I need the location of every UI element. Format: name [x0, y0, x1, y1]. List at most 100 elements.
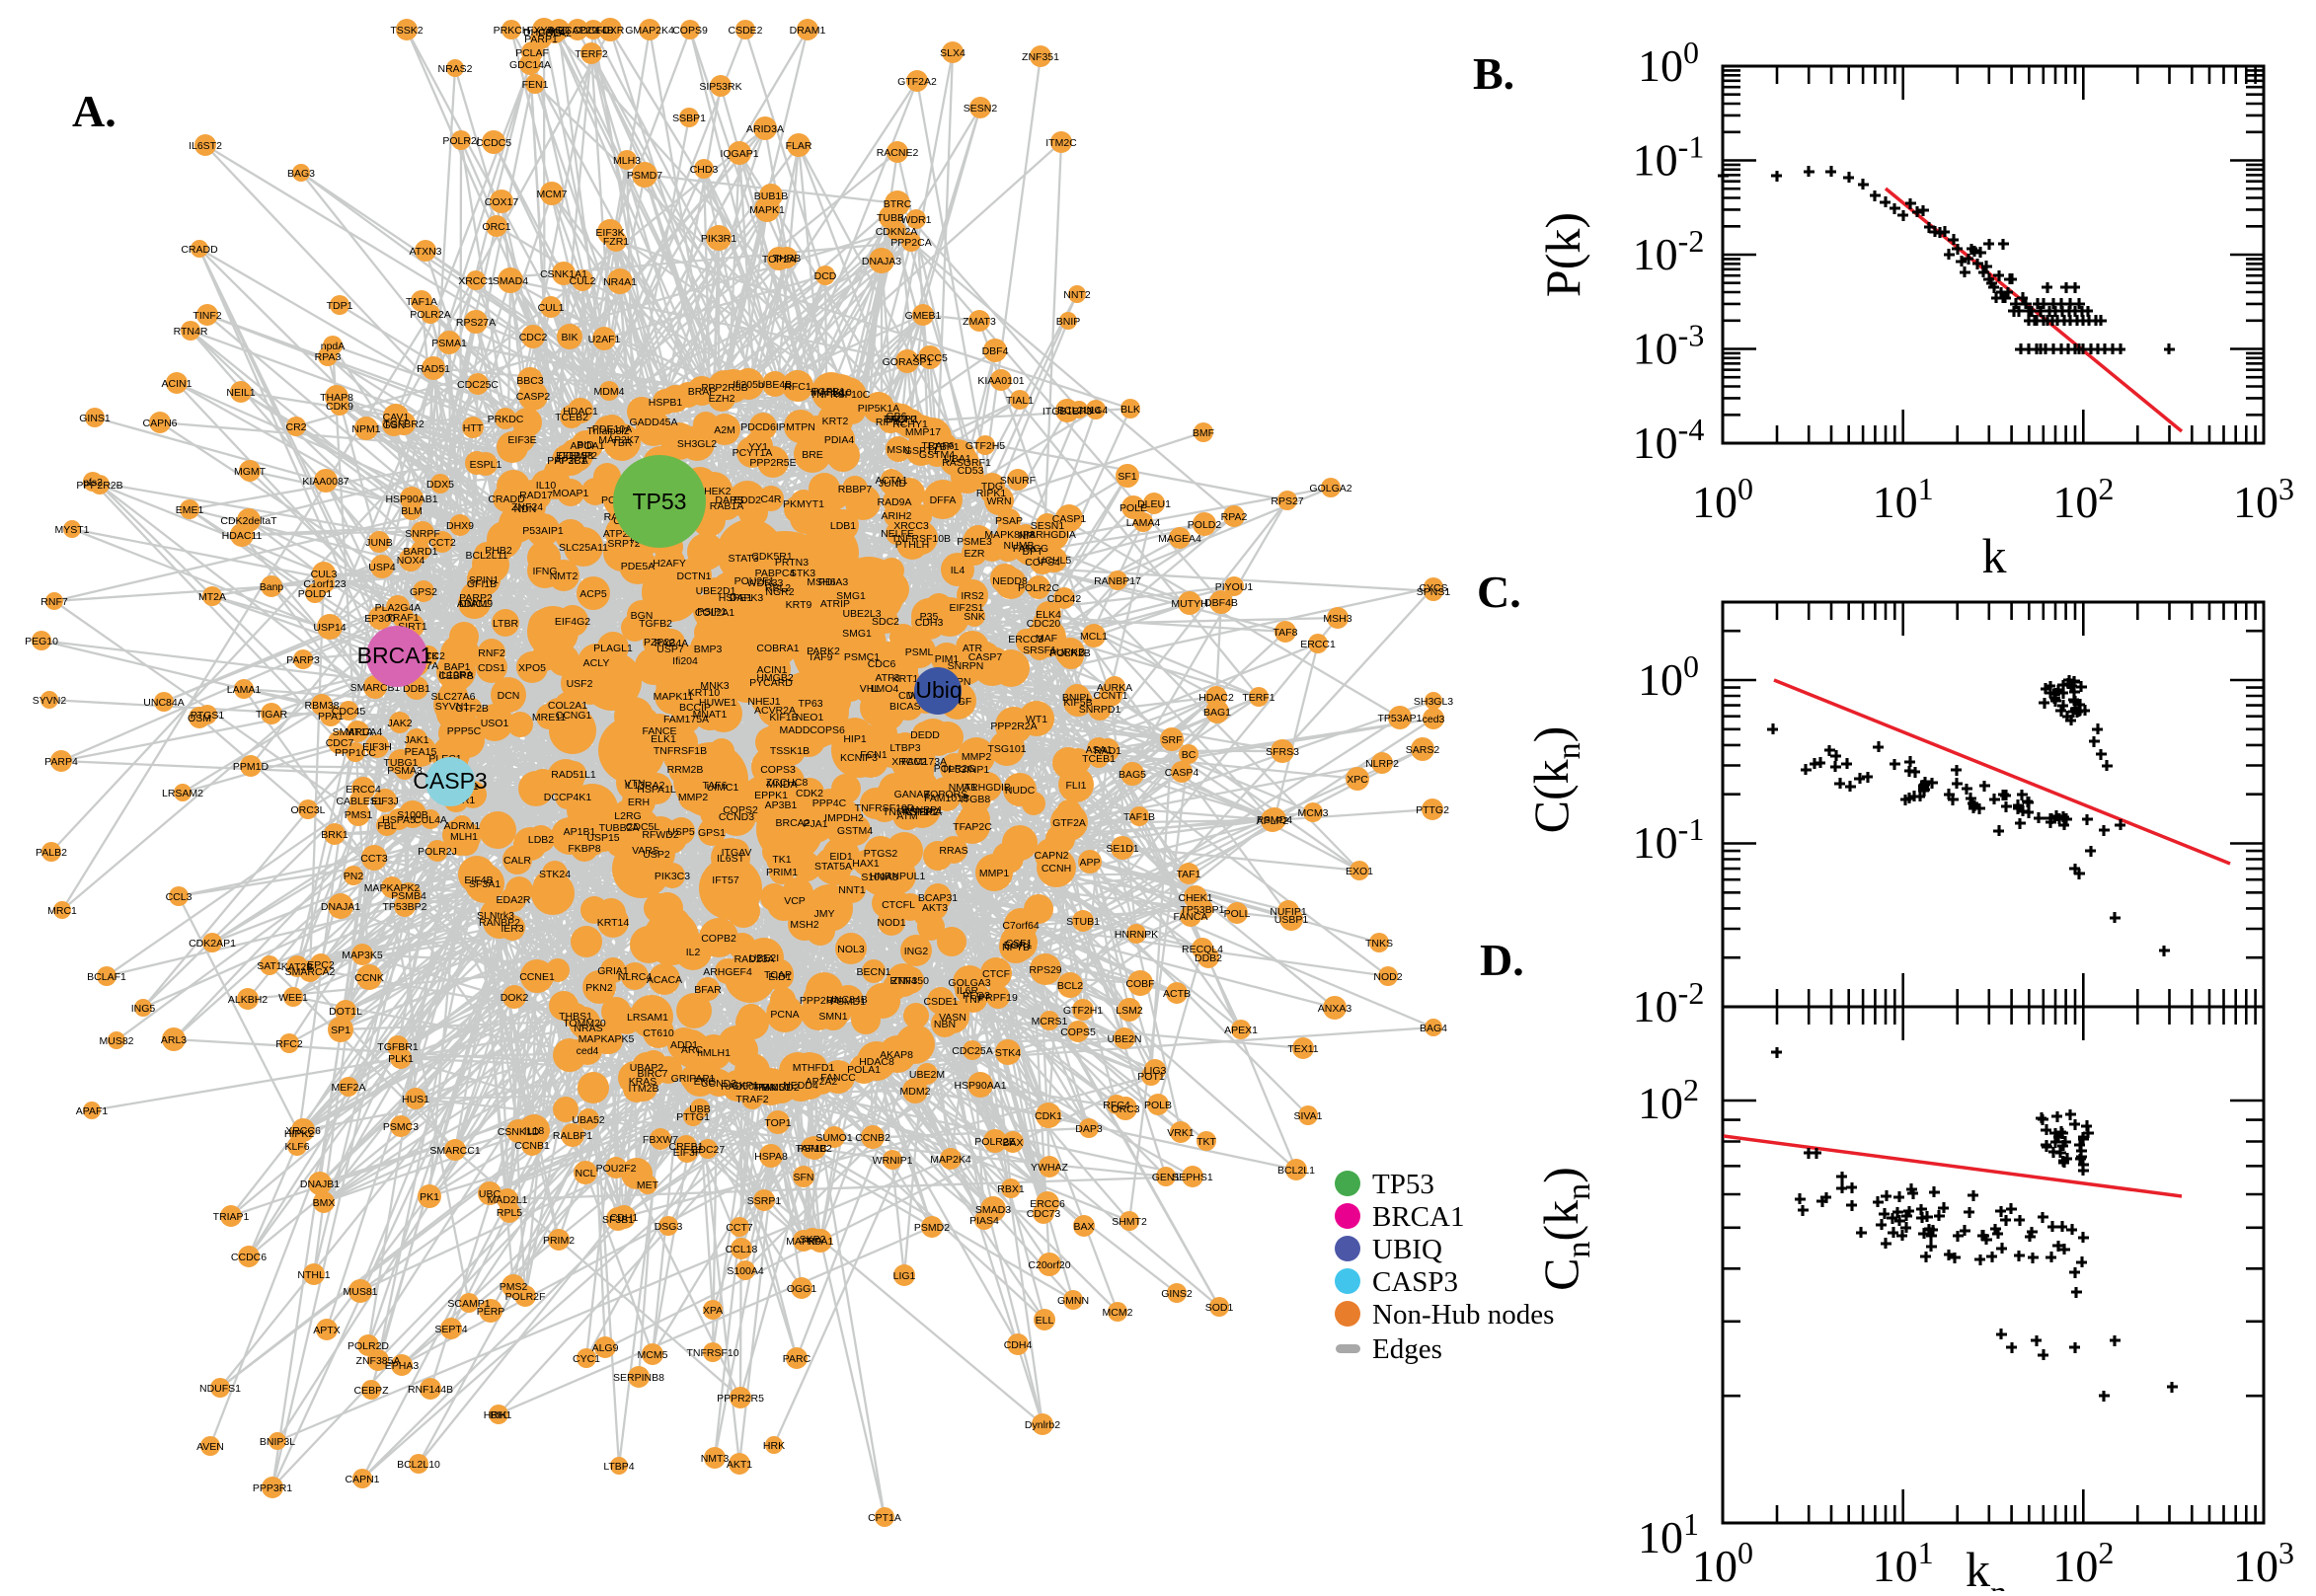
svg-text:FKBP8: FKBP8: [568, 843, 600, 855]
svg-text:PEG10: PEG10: [25, 636, 58, 647]
svg-text:KLF6: KLF6: [284, 1141, 309, 1153]
svg-text:TDP1: TDP1: [327, 300, 353, 312]
svg-text:CCNB2: CCNB2: [855, 1132, 890, 1144]
svg-text:HNRNPK: HNRNPK: [1115, 929, 1158, 941]
svg-text:CAPN1: CAPN1: [345, 1474, 379, 1485]
svg-text:POLR2D: POLR2D: [347, 1340, 389, 1352]
svg-text:BMP3: BMP3: [694, 644, 723, 655]
svg-text:GTF2H1: GTF2H1: [1063, 1005, 1103, 1017]
svg-text:COX17: COX17: [485, 196, 519, 208]
svg-text:ORC3L: ORC3L: [290, 804, 325, 816]
svg-text:CR2: CR2: [285, 421, 306, 433]
svg-text:MCM3: MCM3: [1298, 807, 1329, 819]
svg-text:HSPB1: HSPB1: [649, 397, 683, 409]
svg-text:MSH2: MSH2: [790, 919, 818, 931]
svg-text:BMX: BMX: [313, 1197, 336, 1209]
svg-text:MRE11: MRE11: [532, 712, 566, 723]
svg-text:HDAC8: HDAC8: [859, 1056, 894, 1068]
svg-text:UNC84B: UNC84B: [826, 994, 867, 1006]
svg-text:PSMD7: PSMD7: [627, 170, 662, 182]
svg-text:PSME3: PSME3: [957, 536, 992, 548]
svg-text:CUL2: CUL2: [570, 275, 596, 287]
svg-text:PPP3CA: PPP3CA: [547, 455, 587, 467]
svg-text:ACACA: ACACA: [647, 974, 682, 986]
svg-text:TNFRSF10: TNFRSF10: [686, 1347, 738, 1359]
svg-text:KRT2: KRT2: [822, 416, 849, 427]
svg-text:GDC14A: GDC14A: [509, 59, 551, 71]
svg-text:TSSK1B: TSSK1B: [770, 745, 810, 757]
svg-text:CDC7: CDC7: [326, 737, 354, 749]
svg-text:PLAGL1: PLAGL1: [593, 643, 633, 654]
svg-text:PYCARD: PYCARD: [749, 677, 793, 689]
svg-text:WDR1: WDR1: [901, 214, 932, 226]
svg-text:DNAJB1: DNAJB1: [300, 1178, 340, 1190]
svg-text:PCLAF: PCLAF: [515, 47, 549, 59]
svg-text:TOP1: TOP1: [764, 1117, 791, 1129]
svg-text:RAD1: RAD1: [1094, 745, 1121, 757]
svg-text:BAG3: BAG3: [287, 168, 315, 180]
svg-text:YWHAZ: YWHAZ: [1031, 1162, 1069, 1174]
svg-text:AURKB: AURKB: [1049, 646, 1085, 658]
svg-text:DLEU1: DLEU1: [1137, 498, 1171, 510]
svg-text:CDC20: CDC20: [1027, 618, 1061, 630]
svg-text:PJA1: PJA1: [803, 818, 827, 830]
svg-text:MAPKAPK5: MAPKAPK5: [579, 1033, 635, 1045]
svg-text:SERPINB8: SERPINB8: [613, 1372, 664, 1384]
svg-text:BCL2L11: BCL2L11: [465, 550, 507, 562]
svg-text:MLH3: MLH3: [613, 155, 641, 167]
svg-text:POU2F2: POU2F2: [596, 1163, 637, 1175]
svg-text:POLL: POLL: [1224, 908, 1251, 920]
svg-text:RASGRF1: RASGRF1: [942, 457, 991, 469]
svg-text:APTX: APTX: [313, 1325, 340, 1336]
svg-text:PZP22: PZP22: [644, 637, 675, 648]
svg-text:TNKS: TNKS: [1365, 938, 1393, 950]
svg-text:RRM2B: RRM2B: [667, 764, 704, 776]
svg-text:PSMC1: PSMC1: [844, 651, 880, 663]
svg-text:BLM: BLM: [401, 505, 423, 517]
svg-text:CCNH: CCNH: [1042, 863, 1071, 874]
svg-text:COPS3: COPS3: [760, 764, 796, 776]
svg-text:HIP1: HIP1: [843, 733, 867, 745]
svg-text:TK1: TK1: [772, 854, 791, 866]
svg-text:TP53BP2: TP53BP2: [383, 901, 427, 913]
svg-text:TEX11: TEX11: [1287, 1043, 1318, 1055]
svg-text:GMNN: GMNN: [1057, 1295, 1089, 1307]
svg-text:ADD1: ADD1: [670, 1039, 698, 1051]
svg-text:C7orf64: C7orf64: [1002, 920, 1040, 932]
svg-text:XRCC3: XRCC3: [893, 520, 929, 532]
svg-text:DOT1L: DOT1L: [329, 1006, 362, 1018]
svg-text:DHX9: DHX9: [446, 520, 474, 532]
svg-text:S100A4: S100A4: [727, 1265, 764, 1277]
svg-text:IL13RA2: IL13RA2: [625, 780, 665, 792]
svg-text:EZR: EZR: [965, 548, 985, 560]
svg-text:BECN1: BECN1: [856, 966, 890, 978]
svg-text:CCNB1: CCNB1: [514, 1140, 550, 1152]
svg-text:RPL5: RPL5: [497, 1207, 522, 1219]
svg-text:XRCC1: XRCC1: [458, 275, 494, 287]
svg-text:P(k): P(k): [1535, 212, 1590, 297]
svg-text:EPHA3: EPHA3: [385, 1360, 420, 1372]
svg-text:RNF144B: RNF144B: [408, 1384, 453, 1396]
svg-text:CCT3: CCT3: [360, 853, 388, 865]
svg-text:UBIQ: UBIQ: [1372, 1234, 1442, 1265]
svg-text:SHMT2: SHMT2: [1112, 1216, 1147, 1228]
svg-text:CCNK: CCNK: [354, 972, 384, 984]
svg-text:k: k: [1982, 528, 2007, 583]
svg-text:pfs2: pfs2: [83, 477, 103, 489]
svg-text:CALR: CALR: [503, 855, 531, 867]
svg-text:RPA2: RPA2: [1221, 511, 1248, 523]
svg-text:ORC3: ORC3: [1111, 1103, 1139, 1115]
svg-text:COBF: COBF: [1125, 978, 1154, 990]
svg-text:RFC2: RFC2: [275, 1038, 303, 1050]
svg-text:TNFRSF10A: TNFRSF10A: [883, 806, 942, 818]
svg-text:MAD2L1: MAD2L1: [488, 1194, 528, 1206]
svg-text:LRSAM2: LRSAM2: [162, 788, 203, 799]
svg-text:DAP3: DAP3: [1075, 1123, 1103, 1135]
svg-text:BIK: BIK: [562, 332, 579, 343]
svg-text:ACIN1: ACIN1: [162, 378, 193, 390]
svg-text:MEF2A: MEF2A: [331, 1082, 365, 1094]
svg-text:AVEN: AVEN: [196, 1441, 224, 1453]
svg-text:HNRNPUL1: HNRNPUL1: [870, 871, 926, 882]
svg-text:BNIP3L: BNIP3L: [260, 1436, 295, 1448]
svg-text:RACNE2: RACNE2: [877, 147, 919, 159]
